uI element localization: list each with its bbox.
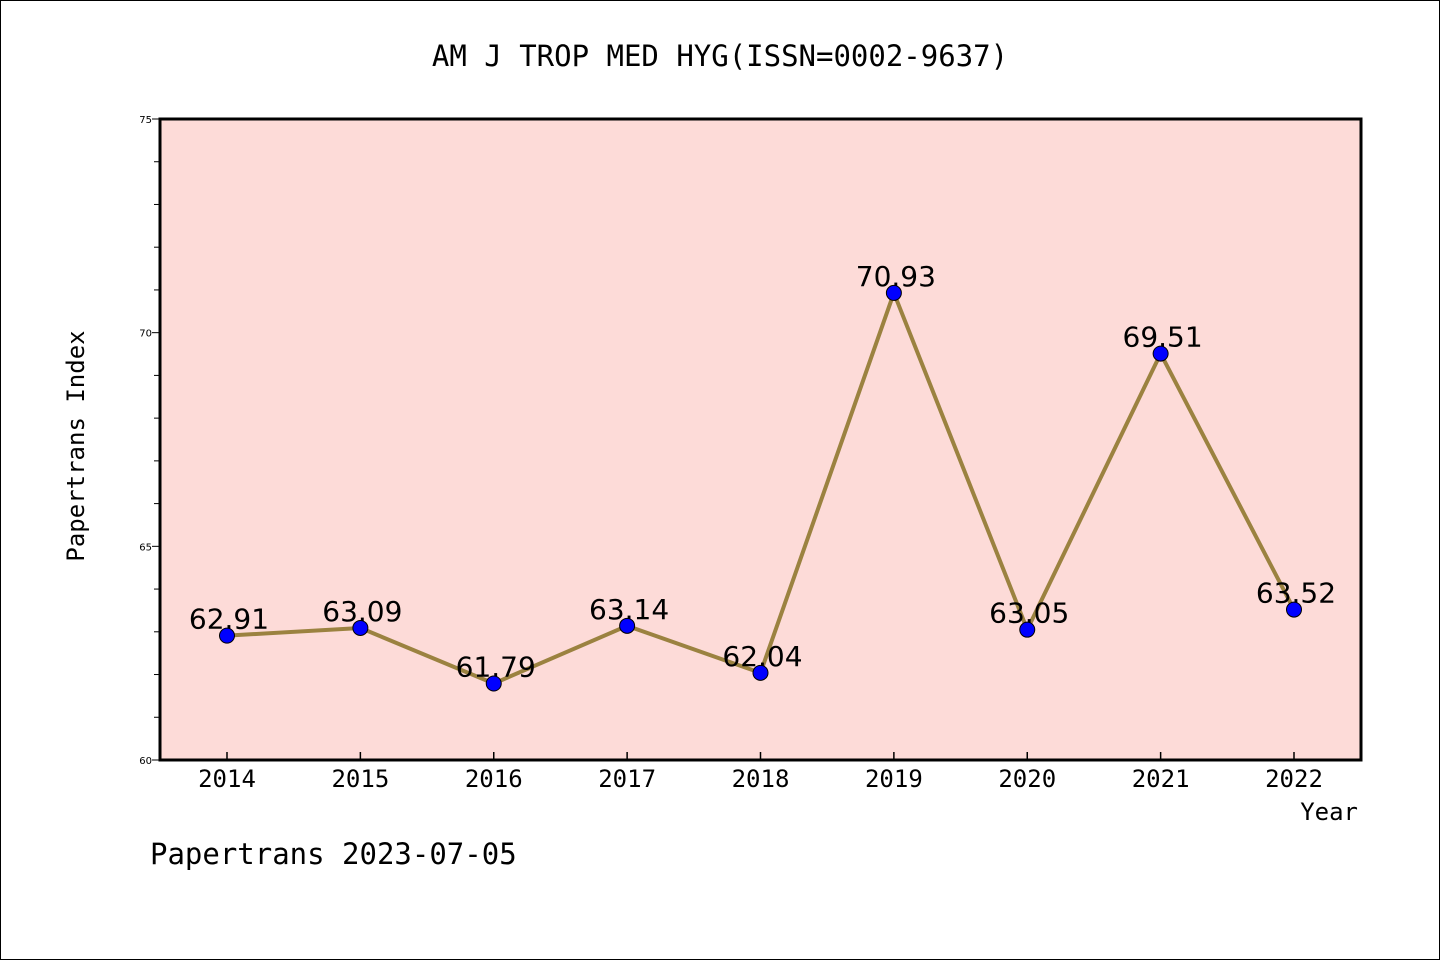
- data-point: [219, 627, 235, 644]
- data-point: [1152, 345, 1169, 362]
- data-point: [485, 675, 502, 692]
- data-point: [352, 619, 369, 636]
- series-markers: [219, 284, 1302, 692]
- data-label: 62.04: [722, 640, 802, 673]
- x-tick-label: 2014: [198, 765, 256, 793]
- data-point: [885, 284, 902, 301]
- data-point: [1019, 621, 1036, 638]
- data-label: 63.09: [322, 595, 402, 628]
- data-label: 61.79: [456, 651, 536, 684]
- data-labels: 62.91 63.09 61.79 63.14 62.04 70.93 63.05 69.51…: [189, 260, 1336, 684]
- y-tick-label: 75: [139, 115, 152, 126]
- data-point: [619, 617, 636, 634]
- x-tick-label: 2020: [998, 765, 1056, 793]
- y-axis-label: Papertrans Index: [62, 330, 90, 561]
- x-axis-label: Year: [1300, 798, 1358, 826]
- x-tick-label: 2017: [598, 765, 656, 793]
- y-tick-label: 60: [139, 756, 152, 767]
- data-point: [1286, 601, 1302, 618]
- chart-title: AM J TROP MED HYG(ISSN=0002-9637): [432, 39, 1008, 73]
- x-tick-label: 2016: [465, 765, 523, 793]
- x-tick-label: 2021: [1132, 765, 1190, 793]
- data-label: 63.14: [589, 593, 669, 626]
- footer-date: Papertrans 2023-07-05: [150, 837, 517, 871]
- x-tick-label: 2018: [732, 765, 790, 793]
- y-axis: 60 65 70 75: [139, 115, 160, 767]
- y-tick-label: 65: [139, 542, 152, 553]
- x-tick-label: 2019: [865, 765, 923, 793]
- x-axis: 2014 2015 2016 2017 2018 2019 2020 2021 2022: [198, 752, 1323, 793]
- x-tick-label: 2015: [331, 765, 389, 793]
- data-label: 63.52: [1256, 577, 1336, 610]
- data-label: 70.93: [856, 260, 936, 293]
- data-point: [752, 664, 769, 681]
- x-tick-label: 2022: [1265, 765, 1323, 793]
- plot-area: [158, 117, 1363, 762]
- data-label: 62.91: [189, 603, 269, 636]
- data-label: 69.51: [1123, 321, 1203, 354]
- data-label: 63.05: [989, 597, 1069, 630]
- y-tick-label: 70: [139, 329, 152, 340]
